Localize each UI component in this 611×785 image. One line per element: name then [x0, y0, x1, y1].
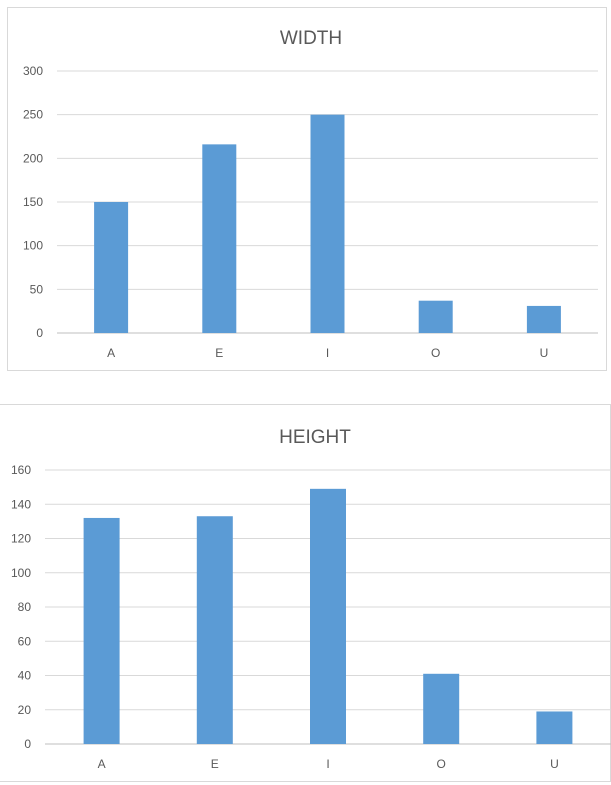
- x-tick-label: U: [540, 346, 549, 360]
- x-tick-label: I: [326, 757, 329, 771]
- bar-o: [423, 673, 460, 744]
- y-tick-label: 0: [24, 737, 31, 751]
- y-tick-label: 40: [18, 669, 32, 683]
- bar-a: [83, 517, 120, 744]
- y-tick-label: 200: [23, 151, 43, 165]
- chart-title: WIDTH: [280, 28, 342, 49]
- bar-i: [310, 114, 345, 334]
- bar-u: [526, 305, 561, 333]
- bar-i: [310, 488, 346, 744]
- y-tick-label: 60: [18, 634, 32, 648]
- y-tick-label: 150: [23, 195, 43, 209]
- y-tick-label: 160: [11, 463, 31, 477]
- x-tick-label: A: [107, 346, 115, 360]
- bar-o: [418, 300, 453, 333]
- bar-a: [94, 202, 129, 333]
- y-tick-label: 250: [23, 108, 43, 122]
- x-tick-label: I: [326, 346, 329, 360]
- y-tick-label: 120: [11, 532, 31, 546]
- bar-u: [536, 711, 573, 744]
- bar-e: [196, 516, 233, 744]
- x-tick-label: U: [550, 757, 559, 771]
- x-tick-label: E: [215, 346, 223, 360]
- width-chart: WIDTH 0 50 100 150 200 250 300 A E I O U: [23, 28, 598, 360]
- y-tick-label: 140: [11, 497, 31, 511]
- x-tick-label: E: [211, 757, 219, 771]
- height-chart: HEIGHT 0 20 40 60 80 100 120 140 160 A E I O U: [11, 427, 611, 771]
- width-chart-panel: WIDTH 0 50 100 150 200 250 300 A E I O U: [7, 7, 607, 371]
- x-tick-label: A: [98, 757, 106, 771]
- y-tick-label: 80: [18, 600, 32, 614]
- bar-e: [202, 144, 237, 333]
- height-chart-panel: HEIGHT 0 20 40 60 80 100 120 140 160 A E I O U: [0, 404, 611, 782]
- y-tick-label: 300: [23, 64, 43, 78]
- y-tick-label: 20: [18, 703, 32, 717]
- x-tick-label: O: [437, 757, 446, 771]
- y-tick-label: 100: [11, 566, 31, 580]
- chart-title: HEIGHT: [279, 427, 351, 448]
- y-tick-label: 100: [23, 239, 43, 253]
- y-tick-label: 50: [30, 282, 44, 296]
- x-tick-label: O: [431, 346, 440, 360]
- y-tick-label: 0: [36, 326, 43, 340]
